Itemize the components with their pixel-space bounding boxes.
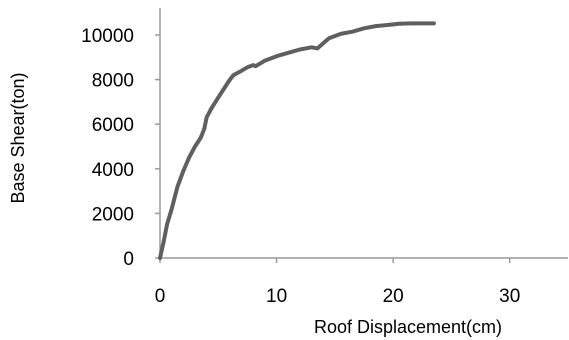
y-tick-label: 6000 [92,115,134,136]
x-tick-label: 20 [383,286,404,307]
y-axis [155,8,161,259]
y-tick-label: 8000 [92,71,134,92]
series-line [158,21,436,260]
y-tick-label: 2000 [92,204,134,225]
y-tick-label: 10000 [81,26,134,47]
y-tick-label: 4000 [92,160,134,181]
x-tick-labels: 0 10 20 30 [155,286,521,307]
series-layer [158,21,436,260]
y-tick-labels: 0 2000 4000 6000 8000 10000 [81,26,134,270]
x-axis [159,257,568,263]
y-tick-label: 0 [123,249,134,270]
x-axis-title: Roof Displacement(cm) [314,317,502,337]
x-tick-label: 0 [155,286,166,307]
x-tick-label: 30 [499,286,520,307]
x-tick-label: 10 [266,286,287,307]
y-axis-title: Base Shear(ton) [8,72,28,203]
